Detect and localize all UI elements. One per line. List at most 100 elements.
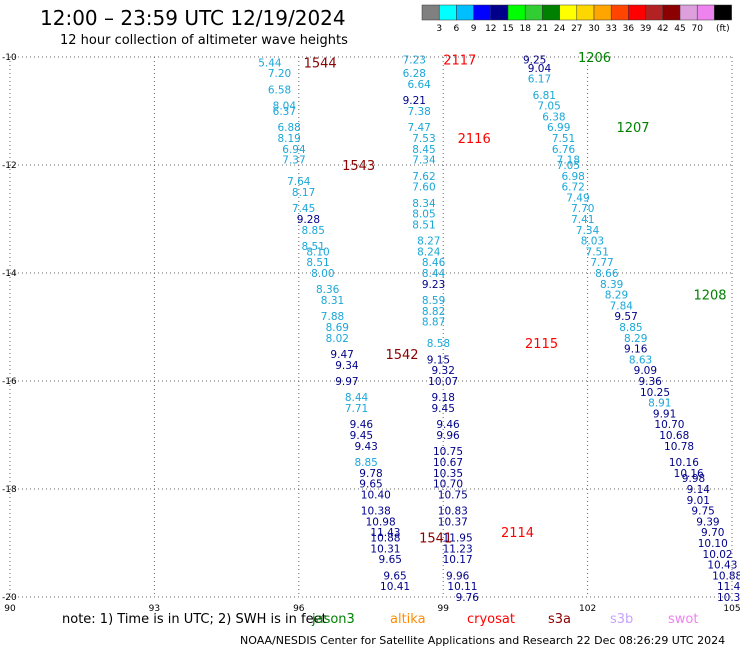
plot-grid bbox=[9, 56, 733, 598]
colorbar-swatch bbox=[490, 4, 509, 21]
pass-labels: 1544 1543 1542 1541 2117 2116 2115 2114 1206 1207… bbox=[304, 51, 727, 547]
swh-value-label: 8.00 bbox=[311, 268, 334, 280]
swh-value-label: 9.65 bbox=[383, 570, 406, 582]
swh-value-label: 9.45 bbox=[432, 403, 455, 415]
y-tick-label: -16 bbox=[2, 377, 17, 387]
swh-value-label: 9.28 bbox=[297, 214, 320, 226]
swh-value-label: 10.78 bbox=[664, 441, 694, 453]
colorbar-tick-label: 70 bbox=[691, 24, 703, 34]
swh-value-label: 7.20 bbox=[268, 68, 291, 80]
legend-cryosat: cryosat bbox=[467, 612, 515, 627]
colorbar-tick-label: 45 bbox=[674, 24, 685, 34]
swh-value-label: 10.36 bbox=[717, 592, 740, 604]
swh-value-label: 11.42 bbox=[717, 581, 740, 593]
swh-value-label: 10.68 bbox=[659, 430, 689, 442]
swh-value-label: 7.45 bbox=[292, 203, 315, 215]
swh-value-label: 7.49 bbox=[566, 192, 589, 204]
swh-value-label: 6.76 bbox=[552, 144, 576, 156]
swh-value-label: 10.37 bbox=[438, 516, 468, 528]
swh-value-label: 6.99 bbox=[547, 122, 570, 134]
swh-value-label: 9.76 bbox=[456, 592, 480, 604]
swh-value-label: 7.37 bbox=[282, 155, 305, 167]
colorbar-swatch bbox=[542, 4, 560, 21]
swh-value-label: 7.05 bbox=[537, 101, 560, 113]
colorbar-swatch bbox=[576, 4, 595, 21]
colorbar-swatch bbox=[610, 4, 629, 21]
pass-label: 1542 bbox=[385, 348, 418, 363]
swh-value-label: 7.18 bbox=[557, 155, 580, 167]
y-tick-label: -12 bbox=[2, 161, 17, 171]
swh-value-label: 9.96 bbox=[436, 430, 460, 442]
swh-value-label: 9.23 bbox=[422, 279, 445, 291]
swh-value-label: 10.10 bbox=[698, 538, 728, 550]
colorbar-tick-label: 9 bbox=[471, 24, 477, 34]
swh-value-label: 7.41 bbox=[571, 214, 594, 226]
swh-value-label: 9.14 bbox=[687, 484, 711, 496]
colorbar-tick-label: 39 bbox=[640, 24, 652, 34]
swh-value-label: 10.17 bbox=[443, 554, 473, 566]
swh-value-label: 9.45 bbox=[350, 430, 373, 442]
swh-value-label: 9.91 bbox=[653, 408, 676, 420]
swh-value-label: 11.23 bbox=[443, 543, 473, 555]
y-tick-label: -20 bbox=[2, 593, 17, 603]
colorbar-swatch bbox=[524, 4, 543, 21]
colorbar-tick-label: 42 bbox=[657, 24, 668, 34]
pass-label: 2116 bbox=[458, 132, 491, 147]
swh-value-label: 9.32 bbox=[432, 365, 455, 377]
swh-value-label: 7.51 bbox=[552, 133, 575, 145]
swh-value-label: 6.58 bbox=[268, 84, 291, 96]
pass-label: 1543 bbox=[342, 159, 375, 174]
colorbar-tick-label: 24 bbox=[554, 24, 566, 34]
swh-value-label: 9.46 bbox=[436, 419, 460, 431]
swh-value-label: 7.71 bbox=[345, 403, 368, 415]
colorbar-swatch bbox=[421, 4, 440, 21]
swh-value-label: 8.46 bbox=[422, 257, 446, 269]
swh-value-label: 9.36 bbox=[638, 376, 662, 388]
swh-value-label: 8.69 bbox=[326, 322, 349, 334]
swh-value-label: 8.85 bbox=[354, 457, 377, 469]
swh-value-label: 10.35 bbox=[433, 468, 463, 480]
pass-label: 1541 bbox=[419, 532, 452, 547]
colorbar-tick-label: 15 bbox=[502, 24, 513, 34]
y-tick-label: -14 bbox=[2, 269, 17, 279]
swh-value-label: 7.38 bbox=[407, 106, 430, 118]
colorbar-tick-label: 27 bbox=[571, 24, 582, 34]
swh-value-label: 9.96 bbox=[446, 570, 470, 582]
swh-value-label: 8.29 bbox=[624, 333, 647, 345]
swh-value-label: 8.10 bbox=[306, 246, 329, 258]
swh-value-label: 9.01 bbox=[687, 495, 710, 507]
swh-value-label: 8.31 bbox=[321, 295, 344, 307]
legend-altika: altika bbox=[390, 612, 426, 627]
swh-value-label: 7.34 bbox=[412, 155, 436, 167]
pass-label: 1206 bbox=[578, 51, 611, 66]
colorbar-swatch bbox=[507, 4, 526, 21]
swh-value-label: 8.17 bbox=[292, 187, 315, 199]
swh-value-label: 10.70 bbox=[433, 479, 463, 491]
swh-value-label: 6.94 bbox=[282, 144, 306, 156]
swh-value-label: 10.75 bbox=[438, 489, 468, 501]
x-tick-label: 93 bbox=[149, 604, 160, 614]
swh-value-label: 6.38 bbox=[542, 111, 565, 123]
chart-subtitle: 12 hour collection of altimeter wave hei… bbox=[60, 33, 348, 48]
pass-label: 1544 bbox=[304, 56, 337, 71]
swh-value-label: 9.98 bbox=[682, 473, 705, 485]
colorbar-swatch bbox=[559, 4, 578, 21]
swh-value-label: 7.62 bbox=[412, 171, 435, 183]
colorbar-tick-label: 18 bbox=[519, 24, 531, 34]
swh-value-label: 9.39 bbox=[696, 516, 719, 528]
colorbar-swatch bbox=[662, 4, 681, 21]
swh-value-label: 8.45 bbox=[412, 144, 435, 156]
colorbar-tick-label: 30 bbox=[588, 24, 600, 34]
colorbar: 3 6 9 12 15 18 21 24 27 30 33 36 39 42 45 70 (ft) bbox=[421, 4, 732, 34]
x-tick-label: 90 bbox=[4, 604, 16, 614]
swh-value-label: 9.34 bbox=[335, 360, 359, 372]
swh-value-label: 8.44 bbox=[422, 268, 446, 280]
y-tick-label: -18 bbox=[2, 485, 17, 495]
swh-value-label: 8.91 bbox=[648, 398, 671, 410]
colorbar-swatch bbox=[679, 4, 698, 21]
swh-value-label: 7.60 bbox=[412, 182, 435, 194]
swh-value-label: 10.07 bbox=[428, 376, 458, 388]
swh-value-label: 6.64 bbox=[407, 79, 431, 91]
pass-label: 2115 bbox=[525, 337, 558, 352]
